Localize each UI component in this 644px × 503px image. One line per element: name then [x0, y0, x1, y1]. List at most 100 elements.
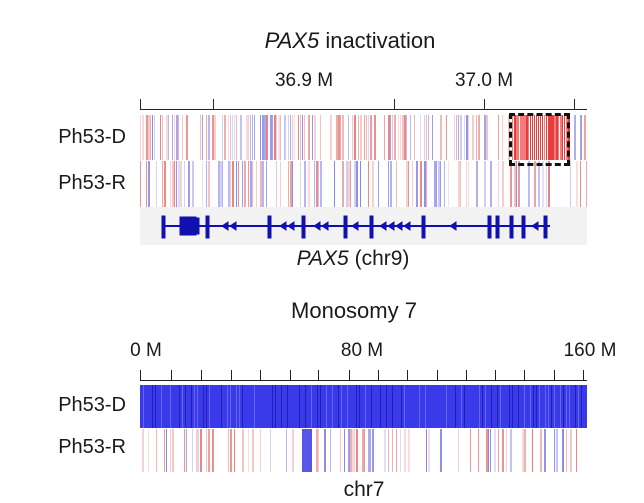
track-segment [162, 161, 163, 207]
track-segment [482, 385, 483, 428]
bottom-axis-tick [260, 370, 261, 380]
track-segment [140, 115, 141, 160]
track-segment [524, 429, 526, 472]
track-segment [498, 161, 499, 207]
track-segment [416, 161, 418, 207]
track-segment [562, 429, 564, 472]
track-segment [214, 115, 216, 160]
track-segment [227, 385, 228, 428]
bottom-tick-label-80: 80 M [340, 340, 384, 361]
track-segment [302, 115, 303, 160]
track-segment [574, 115, 576, 160]
track-segment [348, 115, 349, 160]
track-segment [284, 115, 286, 160]
track-segment [206, 429, 207, 472]
top-axis-tick [394, 99, 395, 109]
track-segment [538, 161, 540, 207]
track-segment [299, 385, 300, 428]
track-segment [566, 429, 567, 472]
track-segment [472, 115, 474, 160]
track-segment [248, 161, 249, 207]
track-segment [546, 161, 547, 207]
top-row-label-d: Ph53-D [58, 126, 126, 148]
track-segment [398, 115, 399, 160]
track-segment [402, 115, 404, 160]
track-segment [182, 385, 183, 428]
track-segment [212, 429, 214, 472]
pax5-gene-model [161, 215, 550, 239]
track-segment [440, 429, 442, 472]
track-segment [386, 385, 387, 428]
track-segment [338, 385, 339, 428]
track-segment [420, 161, 422, 207]
track-segment [188, 161, 190, 207]
track-segment [360, 161, 361, 207]
track-segment [184, 429, 185, 472]
track-segment [522, 429, 524, 472]
track-segment [384, 429, 386, 472]
track-segment [200, 429, 202, 472]
track-segment [234, 429, 235, 472]
track-segment [340, 429, 341, 472]
track-segment [274, 115, 276, 160]
track-segment [545, 385, 546, 428]
track-segment [542, 161, 544, 207]
track-segment [281, 385, 282, 428]
track-segment [560, 115, 562, 160]
track-segment [150, 115, 151, 160]
track-segment [575, 385, 576, 428]
track-segment [446, 385, 447, 428]
track-segment [509, 385, 510, 428]
track-segment [172, 161, 174, 207]
track-segment [486, 115, 488, 160]
track-segment [182, 115, 183, 160]
track-segment [250, 115, 251, 160]
bottom-axis-tick [318, 370, 319, 380]
track-segment [266, 115, 268, 160]
track-segment [548, 161, 550, 207]
track-segment [432, 115, 433, 160]
track-segment [230, 115, 231, 160]
top-tick-label-1: 36.9 M [274, 70, 334, 91]
track-segment [148, 429, 149, 472]
track-segment [222, 161, 223, 207]
track-segment [510, 161, 512, 207]
track-segment [464, 385, 465, 428]
gene-caption-name: PAX5 [296, 247, 349, 270]
track-segment [176, 115, 178, 160]
track-segment [232, 115, 233, 160]
track-segment [478, 429, 479, 472]
track-segment [556, 115, 558, 160]
track-segment [426, 429, 427, 472]
gene-model-track [140, 207, 587, 245]
track-segment [548, 385, 549, 428]
track-segment [340, 115, 341, 160]
bottom-row-label-r: Ph53-R [58, 436, 126, 458]
track-segment [308, 115, 310, 160]
track-segment [330, 115, 332, 160]
track-segment [142, 115, 144, 160]
top-title-gene: PAX5 [264, 28, 320, 53]
track-segment [156, 429, 157, 472]
track-segment [162, 115, 163, 160]
track-segment [546, 115, 547, 160]
track-segment [510, 429, 512, 472]
track-segment [294, 115, 295, 160]
track-segment [424, 115, 425, 160]
track-segment [419, 385, 420, 428]
track-segment [536, 385, 537, 428]
track-segment [164, 161, 166, 207]
track-segment [332, 385, 333, 428]
track-segment [352, 115, 353, 160]
track-segment [239, 385, 240, 428]
track-segment [161, 385, 162, 428]
track-segment [551, 385, 552, 428]
track-segment [236, 115, 237, 160]
track-segment [392, 385, 393, 428]
track-segment [404, 429, 406, 472]
track-segment [570, 429, 572, 472]
track-segment [336, 115, 338, 160]
track-segment [209, 385, 210, 428]
track-segment [512, 385, 513, 428]
centromere-block [302, 429, 312, 472]
